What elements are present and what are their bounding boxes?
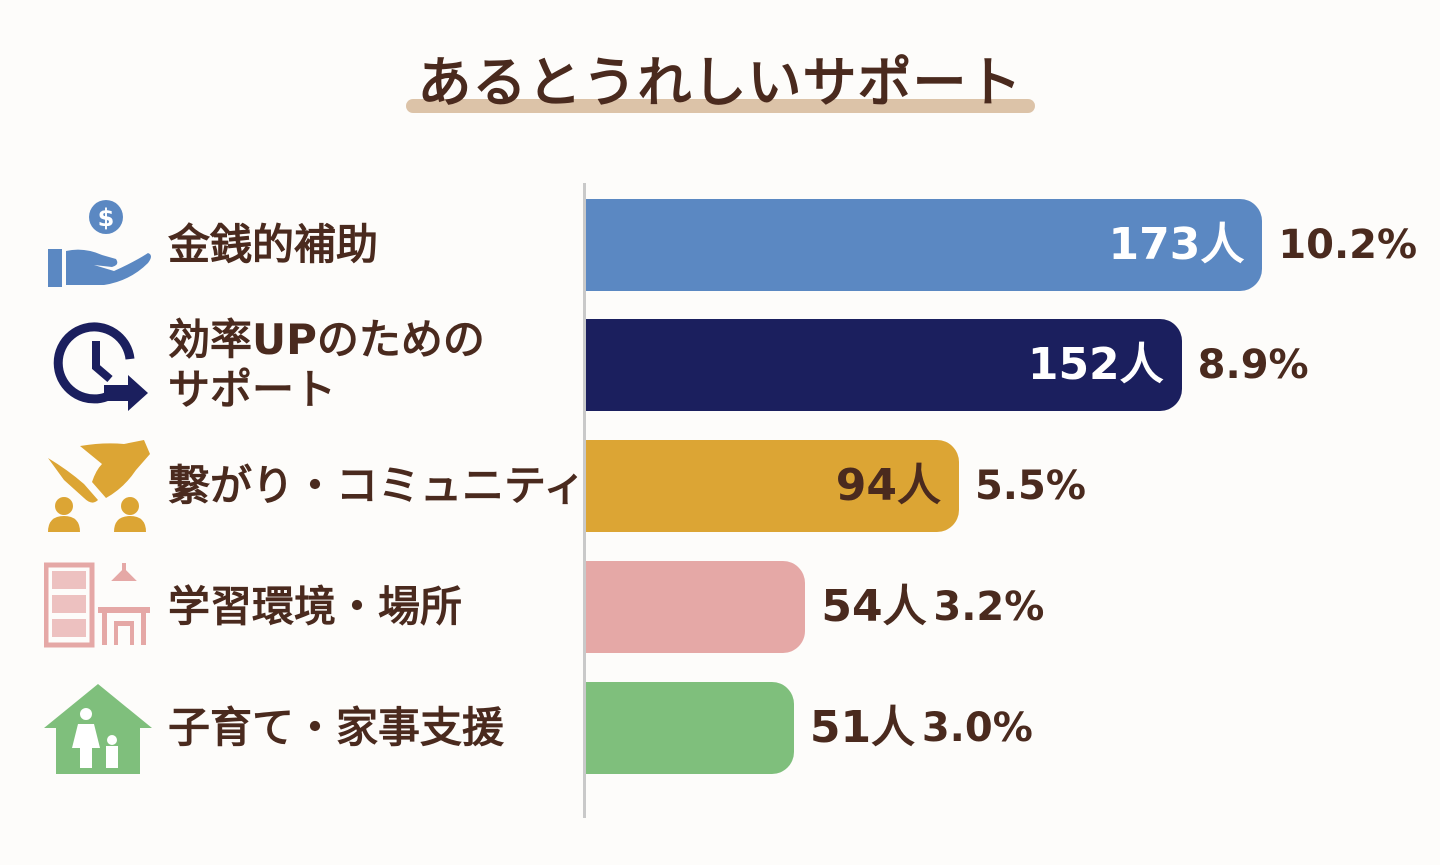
value-label: 94人 — [835, 460, 941, 511]
percent-label: 10.2% — [1278, 222, 1418, 268]
y-axis-line — [583, 183, 586, 818]
clock-arrow-icon — [53, 322, 148, 411]
bar — [586, 682, 794, 774]
category-label-line: 金銭的補助 — [168, 220, 379, 269]
bar-row: $ 金銭的補助 173人 10.2% — [0, 199, 1440, 291]
value-label: 152人 — [1027, 339, 1164, 390]
value-label: 173人 — [1108, 219, 1245, 270]
house-family-icon — [44, 684, 152, 774]
chart-title-wrap: あるとうれしいサポート — [0, 38, 1440, 117]
category-label: 金銭的補助 — [168, 220, 378, 270]
bar — [586, 440, 959, 532]
category-label-line: 子育て・家事支援 — [168, 703, 505, 752]
chart-title: あるとうれしいサポート — [405, 38, 1035, 117]
percent-label: 5.5% — [974, 463, 1086, 509]
bar-row: 効率UPのための サポート 152人 8.9% — [0, 315, 1440, 414]
category-label-line: 繋がり・コミュニティ — [168, 461, 586, 510]
bookshelf-desk-icon — [44, 562, 150, 648]
category-label-line: 学習環境・場所 — [168, 582, 463, 631]
category-label: 繋がり・コミュニティ — [168, 461, 585, 511]
money-hand-icon: $ — [48, 200, 151, 287]
category-label-line: サポート — [168, 365, 337, 414]
bar — [586, 199, 1263, 291]
category-label: 学習環境・場所 — [168, 582, 462, 632]
percent-label: 8.9% — [1197, 342, 1309, 388]
bar — [586, 561, 806, 653]
percent-label: 3.2% — [933, 584, 1045, 630]
handshake-people-icon — [48, 440, 150, 532]
percent-label: 3.0% — [921, 705, 1033, 751]
category-label-line: 効率UPのための — [168, 315, 485, 364]
bar-row: 繋がり・コミュニティ 94人 5.5% — [0, 440, 1440, 532]
bar — [586, 319, 1182, 411]
bar-row: 学習環境・場所 54人 3.2% — [0, 561, 1440, 653]
value-label: 54人 — [821, 581, 927, 632]
bar-row: 子育て・家事支援 51人 3.0% — [0, 682, 1440, 774]
value-label: 51人 — [809, 702, 916, 753]
category-label: 効率UPのための サポート — [168, 315, 485, 415]
svg-text:$: $ — [98, 204, 115, 232]
category-label: 子育て・家事支援 — [168, 703, 504, 753]
